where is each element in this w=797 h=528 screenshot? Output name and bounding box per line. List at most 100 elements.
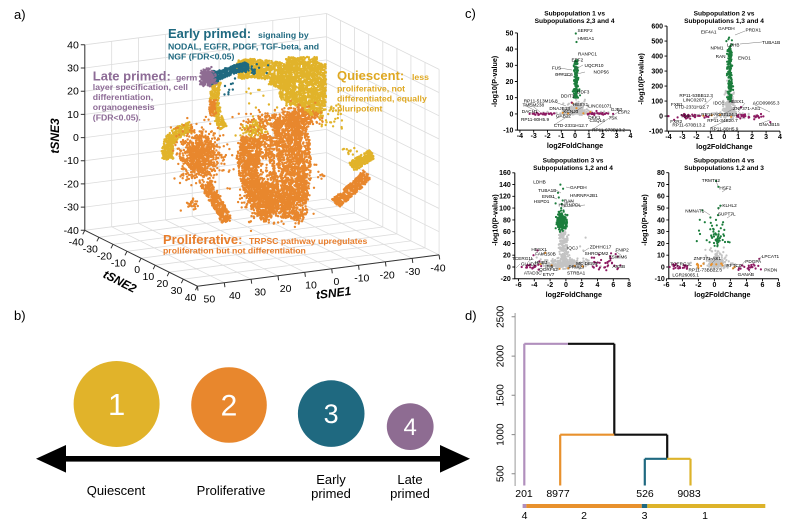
- svg-text:10: 10: [67, 109, 79, 121]
- svg-text:ATAD3C: ATAD3C: [524, 270, 542, 275]
- svg-text:40: 40: [503, 241, 511, 248]
- svg-text:8: 8: [627, 282, 631, 289]
- svg-text:RP11-53BB12.3: RP11-53BB12.3: [679, 93, 713, 98]
- svg-text:Early: Early: [316, 472, 346, 487]
- svg-text:-6: -6: [663, 282, 669, 289]
- svg-text:-40: -40: [430, 262, 445, 274]
- svg-text:-2: -2: [695, 282, 701, 289]
- svg-text:-6: -6: [515, 282, 521, 289]
- svg-text:ETV7: ETV7: [543, 272, 555, 277]
- svg-text:ZDHHC17: ZDHHC17: [590, 245, 612, 250]
- svg-text:proliferation but not differen: proliferation but not differentiation: [163, 246, 306, 256]
- svg-text:TCERG1L: TCERG1L: [670, 261, 692, 266]
- svg-text:HSPD1: HSPD1: [534, 199, 550, 204]
- svg-text:4: 4: [596, 282, 600, 289]
- svg-text:Subpopulation 1 vs: Subpopulation 1 vs: [544, 11, 605, 18]
- svg-text:NMNAT1: NMNAT1: [685, 208, 704, 213]
- svg-text:2: 2: [750, 134, 754, 141]
- svg-text:RP11-673B13.2: RP11-673B13.2: [592, 127, 625, 132]
- svg-text:LINC02071: LINC02071: [683, 98, 707, 103]
- svg-text:(FDR<0.05).: (FDR<0.05).: [93, 112, 141, 122]
- svg-text:Subpopulations 1,3 and 4: Subpopulations 1,3 and 4: [684, 18, 764, 25]
- svg-text:TRPSC pathway upregulates: TRPSC pathway upregulates: [249, 236, 367, 246]
- svg-text:Quiescent: Quiescent: [87, 483, 146, 498]
- svg-text:400: 400: [651, 54, 663, 61]
- svg-text:526: 526: [636, 488, 654, 500]
- svg-text:60: 60: [503, 229, 511, 236]
- svg-text:organogenesis: organogenesis: [93, 102, 155, 112]
- svg-text:300: 300: [651, 69, 663, 76]
- svg-text:-10: -10: [655, 276, 665, 283]
- svg-text:KLHL2: KLHL2: [722, 203, 737, 208]
- svg-text:c): c): [465, 6, 476, 21]
- svg-text:10: 10: [506, 95, 514, 102]
- svg-text:FAM150B: FAM150B: [535, 252, 556, 257]
- svg-text:TUBA1B: TUBA1B: [762, 40, 780, 45]
- svg-text:RP11-73BB22.3: RP11-73BB22.3: [689, 267, 723, 272]
- svg-text:0: 0: [661, 264, 665, 271]
- svg-text:LDHB: LDHB: [533, 180, 546, 185]
- svg-text:-20: -20: [64, 178, 79, 190]
- svg-text:Subpopulations 1,2 and 4: Subpopulations 1,2 and 4: [533, 165, 613, 172]
- svg-text:80: 80: [503, 217, 511, 224]
- svg-text:-1: -1: [558, 133, 564, 140]
- svg-text:PRDX1: PRDX1: [746, 28, 762, 33]
- svg-text:Subpopulations 1,2 and 3: Subpopulations 1,2 and 3: [684, 165, 764, 172]
- svg-text:4: 4: [404, 414, 417, 441]
- svg-text:pluripotent: pluripotent: [337, 104, 382, 114]
- svg-text:Proliferative: Proliferative: [197, 483, 266, 498]
- svg-text:RFTC0: RFTC0: [726, 263, 741, 268]
- svg-text:IFI6: IFI6: [545, 264, 553, 269]
- svg-text:layer specification, cell: layer specification, cell: [93, 82, 188, 92]
- svg-text:ENO1: ENO1: [542, 194, 555, 199]
- svg-text:SERF2: SERF2: [578, 28, 594, 33]
- svg-text:20: 20: [67, 86, 79, 98]
- svg-text:GLUD2: GLUD2: [521, 261, 537, 266]
- svg-text:0: 0: [507, 264, 511, 271]
- svg-text:-10: -10: [64, 155, 79, 167]
- svg-text:3: 3: [324, 399, 339, 429]
- svg-text:PKDN: PKDN: [764, 267, 777, 272]
- svg-text:100: 100: [499, 206, 511, 213]
- svg-text:RP11-AC02124.1: RP11-AC02124.1: [701, 112, 738, 117]
- svg-text:Late: Late: [397, 472, 422, 487]
- svg-text:201: 201: [515, 488, 533, 500]
- svg-text:600: 600: [651, 24, 663, 31]
- svg-text:-log10(P-value): -log10(P-value): [490, 55, 499, 107]
- svg-text:Subpopulations 2,3 and 4: Subpopulations 2,3 and 4: [535, 18, 615, 25]
- svg-text:LINC01071: LINC01071: [588, 104, 612, 109]
- svg-text:160: 160: [499, 170, 511, 177]
- svg-text:0: 0: [134, 264, 140, 276]
- svg-text:60: 60: [657, 194, 665, 201]
- svg-text:0: 0: [722, 134, 726, 141]
- svg-text:LDHB: LDHB: [727, 43, 740, 48]
- svg-text:-log10(P-value): -log10(P-value): [491, 194, 500, 246]
- svg-text:CSQL4: CSQL4: [590, 118, 606, 123]
- svg-text:10: 10: [657, 253, 665, 260]
- svg-text:DKK1: DKK1: [588, 115, 601, 120]
- svg-text:tSNE3: tSNE3: [48, 118, 62, 154]
- svg-text:2500: 2500: [495, 305, 506, 328]
- svg-text:Subpopulation 4 vs: Subpopulation 4 vs: [694, 158, 755, 165]
- svg-text:Quiescent:: Quiescent:: [337, 68, 404, 83]
- svg-text:TUBA1B: TUBA1B: [538, 188, 556, 193]
- svg-text:50: 50: [506, 30, 514, 37]
- svg-text:log2FoldChange: log2FoldChange: [696, 142, 752, 151]
- svg-text:-4: -4: [531, 282, 537, 289]
- svg-text:d): d): [465, 308, 477, 323]
- svg-text:50: 50: [204, 293, 216, 305]
- svg-text:STRBA1: STRBA1: [567, 270, 586, 275]
- svg-text:0: 0: [573, 133, 577, 140]
- svg-text:-log10(P-value): -log10(P-value): [640, 194, 649, 246]
- svg-text:RAN: RAN: [716, 54, 726, 59]
- svg-text:-log10(P-value): -log10(P-value): [637, 52, 646, 104]
- svg-text:-4: -4: [517, 133, 523, 140]
- svg-text:Proliferative:: Proliferative:: [163, 232, 242, 247]
- svg-text:8977: 8977: [546, 488, 570, 500]
- svg-text:LGR26065.1: LGR26065.1: [672, 273, 699, 278]
- svg-text:SUPT7L: SUPT7L: [718, 211, 736, 216]
- svg-text:0: 0: [712, 282, 716, 289]
- svg-text:PRIA2J: PRIA2J: [569, 264, 585, 269]
- svg-text:germ: germ: [176, 73, 198, 83]
- svg-text:-20: -20: [501, 276, 511, 283]
